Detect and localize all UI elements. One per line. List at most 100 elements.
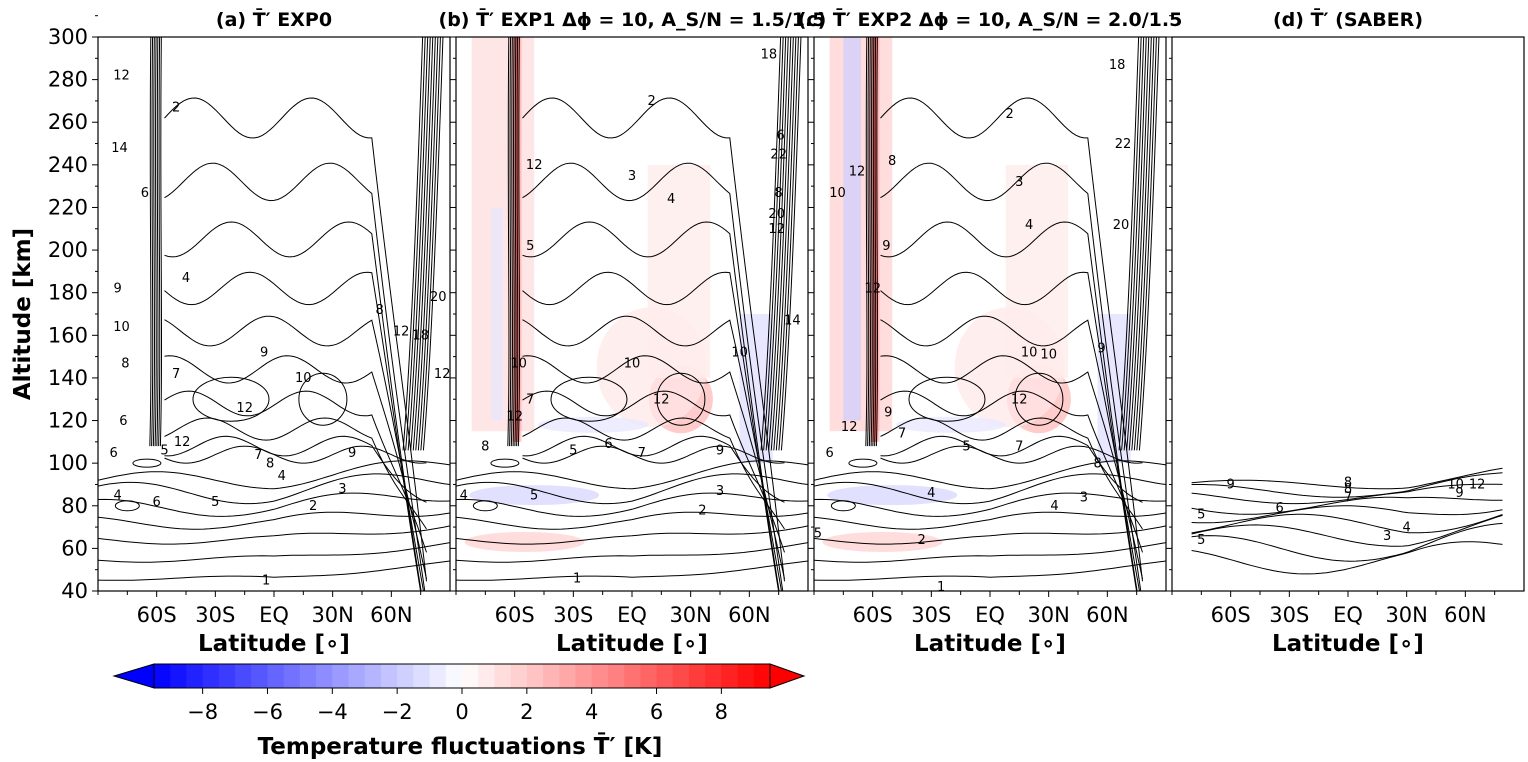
colorbar-segment [154, 664, 171, 688]
contour-label: 8 [775, 186, 783, 201]
colorbar-segment [462, 664, 479, 688]
contour-label: 6 [1275, 501, 1283, 516]
colorbar-tick-label: −8 [187, 700, 218, 724]
colorbar-segment [429, 664, 447, 688]
y-axis-label: Altitude [km] [10, 228, 36, 400]
contour-label: 9 [1455, 486, 1463, 501]
x-tick-label: 30N [1027, 603, 1069, 627]
x-tick-label: EQ [1333, 603, 1363, 627]
contour-label: 4 [278, 469, 286, 484]
colorbar-segment [510, 664, 528, 688]
x-tick-label: 30N [669, 603, 711, 627]
contour-label: 12 [506, 410, 523, 425]
contour-label: 12 [768, 222, 785, 237]
contour-label: 4 [1050, 499, 1058, 514]
colorbar-tick-label: 4 [585, 700, 598, 724]
contour-label: 9 [1097, 341, 1105, 356]
contour-label: 2 [917, 533, 925, 548]
colorbar-segment [737, 664, 755, 688]
contour-label: 4 [182, 271, 190, 286]
contour-label: 9 [348, 446, 356, 461]
y-tick-label: 100 [48, 451, 88, 475]
colorbar-segment [543, 664, 560, 688]
contour-label: 9 [1227, 478, 1235, 493]
contour-label: 10 [510, 356, 527, 371]
contour-label: 12 [236, 401, 253, 416]
contour-label: 4 [667, 192, 675, 207]
contour-label: 1 [262, 574, 270, 589]
colorbar-segment [251, 664, 269, 688]
contour-label: 5 [1197, 533, 1205, 548]
colorbar-segment [688, 664, 706, 688]
x-tick-label: 30S [195, 603, 235, 627]
contour-label: 22 [770, 148, 787, 163]
contour-lines [1191, 467, 1503, 575]
contour-label: 12 [841, 420, 858, 435]
colorbar-segment [186, 664, 204, 688]
contour-label: 2 [647, 94, 655, 109]
y-tick-label: 220 [48, 195, 88, 219]
contour-label: 10 [113, 320, 130, 335]
contour-label: 9 [884, 405, 892, 420]
x-tick-label: 60S [137, 603, 177, 627]
colorbar-tick-label: 8 [715, 700, 728, 724]
panel-title: (c) T̄′ EXP2 Δϕ = 10, A_S/N = 2.0/1.5 [798, 8, 1183, 31]
contour-label: 6 [604, 437, 612, 452]
contour-label: 5 [160, 444, 168, 459]
contour-label: 12 [113, 69, 130, 84]
contour-label: 7 [638, 446, 646, 461]
colorbar-segment [316, 664, 333, 688]
contour-label: 2 [698, 503, 706, 518]
y-tick-label: 60 [61, 536, 88, 560]
x-tick-label: 60N [370, 603, 412, 627]
y-tick-label: 280 [48, 68, 88, 92]
contour-label: 8 [266, 456, 274, 471]
contour-label: 14 [111, 141, 128, 156]
colorbar-segment [575, 664, 593, 688]
contour-label: 5 [526, 239, 534, 254]
contour-label: 8 [888, 154, 896, 169]
contour-label: 5 [211, 495, 219, 510]
colorbar-segment [753, 664, 771, 688]
contour-label: 3 [1080, 491, 1088, 506]
contour-label: 4 [927, 486, 935, 501]
contour-label: 18 [1109, 58, 1126, 73]
contour-label: 8 [375, 303, 383, 318]
colorbar-tick-label: −4 [317, 700, 348, 724]
contour-label: 18 [412, 329, 429, 344]
contour-label: 9 [882, 239, 890, 254]
contour-lines [814, 37, 1166, 591]
contour-label: 7 [1344, 491, 1352, 506]
colorbar-segment [526, 664, 544, 688]
colorbar-tick-label: −6 [252, 700, 283, 724]
contour-label: 10 [829, 186, 846, 201]
contour-label: 1 [937, 580, 945, 595]
y-tick-label: 180 [48, 281, 88, 305]
anomaly-fill [464, 37, 773, 552]
contour-label: 12 [526, 158, 543, 173]
x-axis-label: Latitude [∘] [556, 631, 708, 657]
y-tick-label: 80 [61, 494, 88, 518]
contour-label: 8 [1093, 456, 1101, 471]
colorbar: −8 −6 −4 −2 0 2 4 6 8 Temperature fluctuations T̄… [112, 663, 806, 760]
x-tick-label: 60N [728, 603, 770, 627]
contour-labels: 9 887 10 12 9 6 5 5 34 [1197, 476, 1485, 548]
contour-label: 9 [716, 444, 724, 459]
contour-label: 4 [113, 488, 121, 503]
colorbar-segment [267, 664, 285, 688]
panel-d: 9 887 10 12 9 6 5 5 34 60S 30S EQ 30N 60N Latitude [∘]… [1166, 8, 1525, 657]
x-tick-label: EQ [259, 603, 289, 627]
contour-label: 7 [526, 393, 534, 408]
contour-label: 9 [260, 346, 268, 361]
contour-label: 7 [254, 448, 262, 463]
colorbar-segment [478, 664, 496, 688]
contour-lines [456, 37, 808, 591]
contour-label: 6 [141, 186, 149, 201]
x-tick-label: 30N [311, 603, 353, 627]
contour-label: 20 [768, 207, 785, 222]
colorbar-tick-label: 6 [650, 700, 663, 724]
contour-label: 4 [1025, 218, 1033, 233]
x-tick-label: 60S [853, 603, 893, 627]
